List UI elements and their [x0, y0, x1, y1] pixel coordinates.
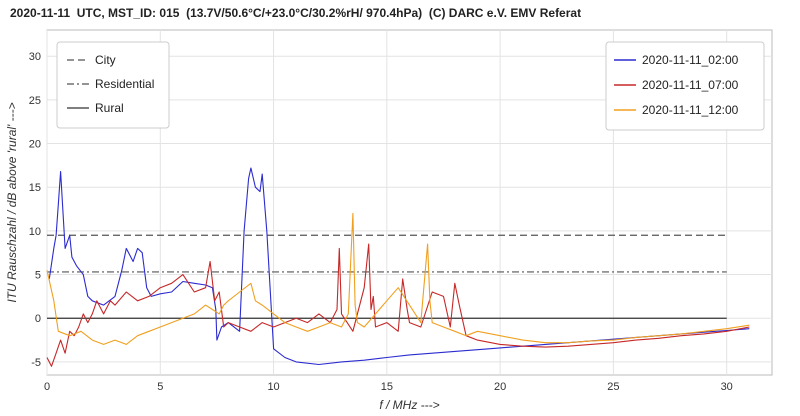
- series-line-1: [48, 167, 750, 366]
- y-tick-label: 0: [35, 313, 41, 325]
- y-tick-label: -5: [31, 357, 41, 369]
- x-tick-label: 25: [607, 381, 619, 393]
- x-tick-label: 0: [44, 381, 50, 393]
- y-tick-label: 20: [29, 139, 41, 151]
- series-line-2: [46, 243, 750, 367]
- series-legend-box: [605, 41, 765, 131]
- series-line-3: [46, 212, 750, 345]
- y-tick-label: 25: [29, 95, 41, 107]
- reference-legend: City Residential Rural: [56, 41, 170, 129]
- series-legend-label: 2020-11-11_12:00: [642, 103, 739, 117]
- reference-legend-label: Residential: [95, 77, 154, 91]
- y-tick-label: 10: [29, 226, 41, 238]
- y-axis-ticks: -5 0 5 10 15 20 25 30: [29, 51, 41, 369]
- y-tick-label: 30: [29, 51, 41, 63]
- y-axis-label: ITU Rauschzahl / dB above 'rural' --->: [5, 102, 19, 302]
- reference-legend-label: Rural: [95, 101, 124, 115]
- series-legend: 2020-11-11_02:00 2020-11-11_07:00 2020-11-…: [605, 41, 765, 131]
- series-lines: [46, 167, 750, 367]
- reference-lines: [47, 234, 727, 319]
- series-legend-label: 2020-11-11_02:00: [642, 53, 739, 67]
- y-tick-label: 5: [35, 270, 41, 282]
- x-axis-label: f / MHz --->: [379, 398, 439, 412]
- x-tick-label: 15: [381, 381, 393, 393]
- x-tick-label: 5: [157, 381, 163, 393]
- x-axis-ticks: 0 5 10 15 20 25 30: [44, 381, 733, 393]
- x-tick-label: 20: [494, 381, 506, 393]
- reference-legend-box: [56, 41, 170, 129]
- series-legend-label: 2020-11-11_07:00: [642, 78, 739, 92]
- y-tick-label: 15: [29, 182, 41, 194]
- chart-title: 2020-11-11 UTC, MST_ID: 015 (13.7V/50.6°…: [10, 6, 582, 20]
- x-tick-label: 30: [721, 381, 733, 393]
- x-tick-label: 10: [267, 381, 279, 393]
- reference-legend-label: City: [95, 53, 116, 67]
